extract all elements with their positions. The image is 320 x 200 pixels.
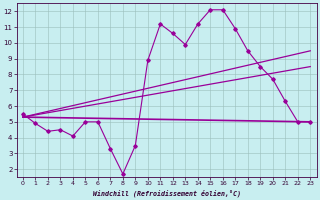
- X-axis label: Windchill (Refroidissement éolien,°C): Windchill (Refroidissement éolien,°C): [92, 189, 241, 197]
